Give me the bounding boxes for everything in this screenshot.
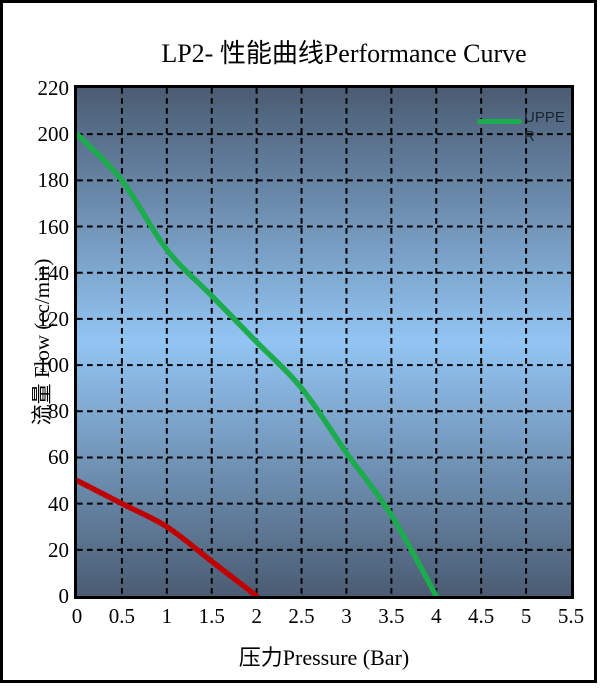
x-tick-label: 0.5	[108, 604, 136, 628]
legend: UPPER	[473, 106, 571, 166]
x-axis-title: 压力Pressure (Bar)	[238, 645, 410, 670]
legend-label: UPPER	[524, 109, 565, 145]
y-tick-label: 20	[48, 537, 69, 562]
y-tick-label: 120	[37, 306, 70, 331]
x-tick-label: 0	[71, 604, 83, 628]
x-tick-label: 5	[520, 604, 532, 628]
x-tick-label: 4	[431, 604, 442, 628]
x-tick-label: 4.5	[468, 604, 495, 628]
y-tick-label: 40	[48, 491, 69, 516]
y-tick-label: 220	[37, 76, 70, 100]
x-tick-label: 3.5	[378, 604, 405, 628]
y-axis-ticks: 220 200 180 160 140 120 100 80 60 40 20 0	[3, 76, 70, 608]
y-tick-label: 160	[37, 214, 70, 239]
y-tick-label: 200	[37, 122, 70, 147]
chart-title: LP2- 性能曲线Performance Curve	[161, 39, 527, 68]
y-tick-label: 140	[37, 260, 70, 285]
y-tick-label: 60	[48, 445, 69, 470]
x-axis-ticks: 0 0.5 1 1.5 2 2.5 3 3.5 4 4.5 5 5.5	[72, 604, 584, 630]
curve-upper	[77, 131, 439, 596]
y-axis-title: 流量 Flow (cc/min)	[30, 258, 54, 426]
x-tick-label: 2	[251, 604, 262, 628]
data-curves	[77, 131, 439, 596]
legend-line-sample	[477, 119, 522, 124]
y-tick-label: 180	[37, 168, 70, 193]
x-tick-label: 5.5	[557, 604, 585, 628]
y-tick-label: 0	[58, 584, 70, 608]
y-tick-label: 80	[48, 399, 69, 424]
gridlines	[77, 88, 571, 596]
x-tick-label: 2.5	[288, 604, 315, 628]
x-tick-label: 3	[341, 604, 352, 628]
plot-area: UPPER	[74, 85, 574, 599]
x-tick-label: 1	[161, 604, 173, 628]
curve-unlabeled	[77, 477, 260, 596]
y-tick-label: 100	[37, 353, 70, 378]
x-tick-label: 1.5	[198, 604, 225, 628]
